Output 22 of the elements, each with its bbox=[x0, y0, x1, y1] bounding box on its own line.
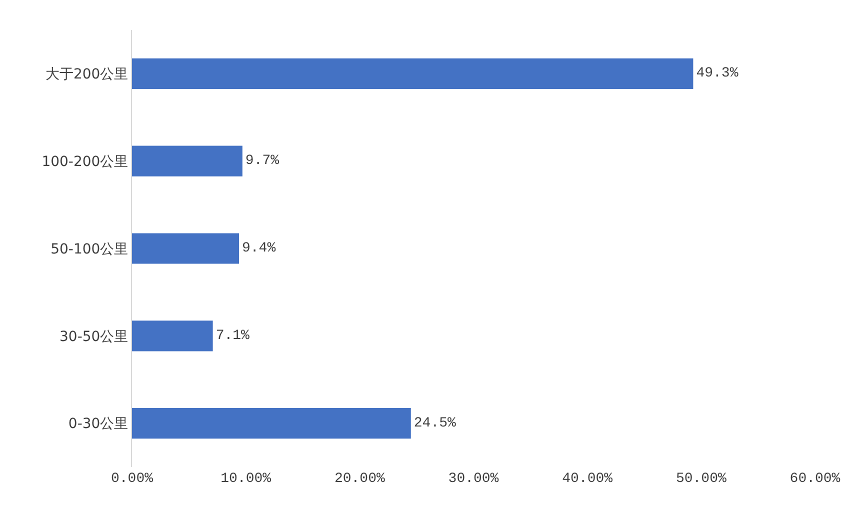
bar bbox=[132, 408, 411, 439]
y-tick-label: 0-30公里 bbox=[68, 416, 128, 432]
x-tick-label: 50.00% bbox=[676, 471, 727, 487]
x-tick-label: 0.00% bbox=[110, 471, 154, 487]
bar bbox=[132, 233, 239, 264]
data-label: 7.1% bbox=[216, 328, 250, 344]
data-label: 9.7% bbox=[245, 153, 280, 170]
x-tick-label: 30.00% bbox=[448, 471, 500, 487]
data-label: 24.5% bbox=[414, 415, 456, 432]
y-tick-label: 100-200公里 bbox=[42, 154, 128, 170]
bar bbox=[132, 58, 694, 89]
x-tick-label: 20.00% bbox=[334, 471, 386, 487]
y-tick-label: 50-100公里 bbox=[50, 241, 128, 258]
x-tick-label: 10.00% bbox=[220, 471, 272, 487]
x-tick-label: 40.00% bbox=[562, 471, 614, 487]
bar bbox=[132, 320, 213, 352]
x-tick-label: 60.00% bbox=[790, 471, 841, 487]
data-label: 9.4% bbox=[242, 240, 276, 257]
data-label: 49.3% bbox=[696, 66, 739, 82]
y-tick-label: 30-50公里 bbox=[60, 328, 128, 345]
y-tick-label: 大于200公里 bbox=[45, 66, 128, 83]
bar bbox=[132, 146, 242, 176]
